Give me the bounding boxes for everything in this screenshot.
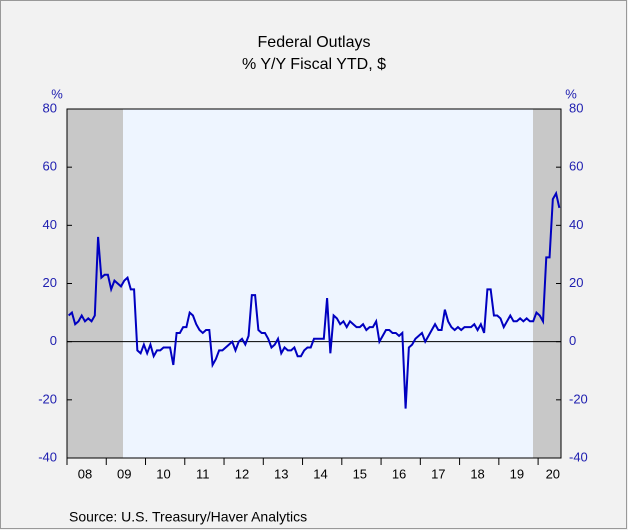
y-axis-label: %	[51, 86, 63, 101]
y-tick-label: 40	[43, 217, 57, 232]
y2-tick-label: 80	[569, 100, 583, 115]
y2-tick-label: -40	[569, 449, 588, 464]
y2-tick-label: 20	[569, 275, 583, 290]
y-tick-label: 80	[43, 100, 57, 115]
y-tick-label: -20	[38, 391, 57, 406]
plot-border	[66, 108, 562, 459]
chart-subtitle: % Y/Y Fiscal YTD, $	[242, 56, 386, 73]
x-tick-label: 17	[431, 466, 445, 481]
x-tick-label: 19	[510, 466, 524, 481]
x-tick-label: 12	[235, 466, 249, 481]
source-note: Source: U.S. Treasury/Haver Analytics	[69, 509, 307, 525]
chart-title: Federal Outlays	[258, 34, 371, 51]
x-tick-label: 09	[117, 466, 131, 481]
y2-tick-label: -20	[569, 391, 588, 406]
x-tick-label: 15	[353, 466, 367, 481]
y2-tick-label: 0	[569, 333, 576, 348]
x-tick-label: 11	[196, 466, 210, 481]
x-tick-label: 10	[156, 466, 170, 481]
x-tick-label: 18	[470, 466, 484, 481]
y-tick-label: 60	[43, 159, 57, 174]
x-tick-label: 14	[313, 466, 327, 481]
y-tick-label: -40	[38, 449, 57, 464]
y2-tick-label: 60	[569, 159, 583, 174]
y-tick-label: 0	[50, 333, 57, 348]
recession-shade	[67, 109, 123, 458]
x-tick-label: 16	[392, 466, 406, 481]
x-tick-label: 13	[274, 466, 288, 481]
x-tick-label: 08	[78, 466, 92, 481]
y2-tick-label: 40	[569, 217, 583, 232]
data-line	[67, 190, 561, 409]
plot-area	[67, 109, 561, 458]
y-tick-label: 20	[43, 275, 57, 290]
x-tick-label: 20	[546, 466, 560, 481]
y2-axis-label: %	[565, 86, 577, 101]
